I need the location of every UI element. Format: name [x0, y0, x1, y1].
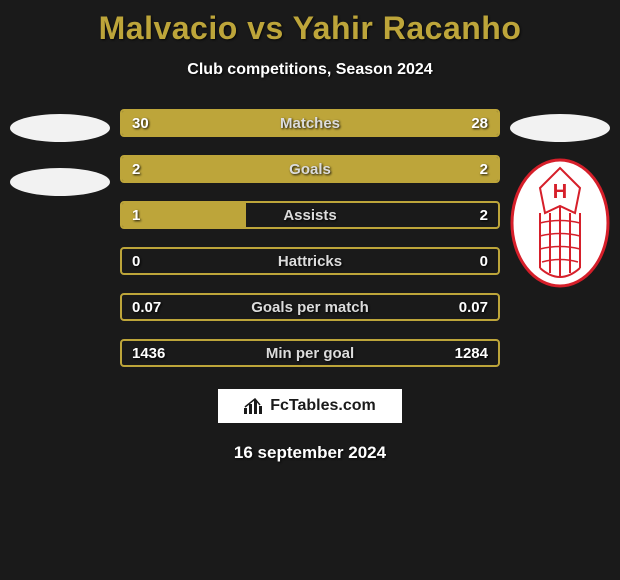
comparison-card: Malvacio vs Yahir Racanho Club competiti… [0, 0, 620, 580]
stat-value-left: 2 [132, 161, 140, 178]
stat-label: Hattricks [278, 253, 342, 270]
left-logo-column [0, 109, 120, 222]
fctables-watermark: FcTables.com [218, 389, 402, 423]
stat-value-left: 1436 [132, 345, 165, 362]
stat-label: Matches [280, 115, 340, 132]
comparison-body: 30 Matches 28 2 Goals 2 1 Assists 2 0 Hattricks 0 0.… [0, 109, 620, 367]
fctables-bars-icon [244, 398, 264, 414]
stat-fill-right [310, 157, 498, 181]
stat-bar: 1 Assists 2 [120, 201, 500, 229]
stat-value-right: 0 [480, 253, 488, 270]
stat-value-left: 0.07 [132, 299, 161, 316]
left-club-logo-placeholder-2 [10, 168, 110, 196]
stat-bar: 1436 Min per goal 1284 [120, 339, 500, 367]
subtitle: Club competitions, Season 2024 [187, 61, 432, 79]
stat-label: Assists [283, 207, 336, 224]
stat-label: Goals [289, 161, 331, 178]
svg-text:H: H [553, 181, 567, 203]
stat-bar: 0.07 Goals per match 0.07 [120, 293, 500, 321]
stat-value-right: 2 [480, 207, 488, 224]
page-title: Malvacio vs Yahir Racanho [99, 10, 522, 47]
huracan-badge-icon: H [510, 158, 610, 288]
left-club-logo-placeholder-1 [10, 114, 110, 142]
stat-label: Min per goal [266, 345, 354, 362]
right-logo-column: H [500, 109, 620, 288]
stat-label: Goals per match [251, 299, 369, 316]
right-club-logo-placeholder [510, 114, 610, 142]
stat-value-right: 28 [471, 115, 488, 132]
stat-value-left: 1 [132, 207, 140, 224]
stat-value-left: 0 [132, 253, 140, 270]
stats-column: 30 Matches 28 2 Goals 2 1 Assists 2 0 Hattricks 0 0.… [120, 109, 500, 367]
stat-bar: 2 Goals 2 [120, 155, 500, 183]
stat-value-left: 30 [132, 115, 149, 132]
stat-value-right: 0.07 [459, 299, 488, 316]
stat-bar: 0 Hattricks 0 [120, 247, 500, 275]
stat-bar: 30 Matches 28 [120, 109, 500, 137]
stat-value-right: 1284 [455, 345, 488, 362]
stat-value-right: 2 [480, 161, 488, 178]
stat-fill-left [122, 157, 310, 181]
fctables-label: FcTables.com [270, 397, 376, 415]
date-label: 16 september 2024 [234, 443, 386, 463]
stat-fill-left [122, 203, 246, 227]
